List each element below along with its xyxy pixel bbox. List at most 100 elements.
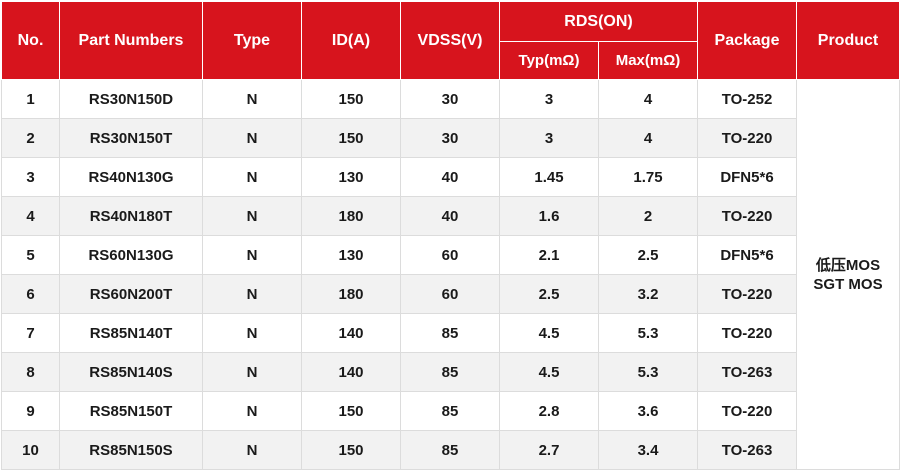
- table-row: 7 RS85N140T N 140 85 4.5 5.3 TO-220: [1, 313, 900, 353]
- cell-id: 180: [301, 274, 401, 314]
- cell-rds-max: 2.5: [598, 235, 698, 275]
- cell-package: TO-252: [697, 79, 797, 119]
- table-row: 1 RS30N150D N 150 30 3 4 TO-252 低压MOS SGT MOS: [1, 79, 900, 470]
- cell-package: TO-220: [697, 196, 797, 236]
- cell-part-number: RS40N180T: [59, 196, 203, 236]
- cell-vdss: 40: [400, 196, 500, 236]
- cell-rds-typ: 1.45: [499, 157, 599, 197]
- cell-package: DFN5*6: [697, 235, 797, 275]
- cell-rds-typ: 2.8: [499, 391, 599, 431]
- cell-id: 180: [301, 196, 401, 236]
- cell-rds-typ: 2.1: [499, 235, 599, 275]
- cell-type: N: [202, 118, 302, 158]
- cell-vdss: 85: [400, 313, 500, 353]
- header-package: Package: [697, 1, 797, 80]
- cell-rds-max: 5.3: [598, 352, 698, 392]
- cell-package: TO-220: [697, 274, 797, 314]
- cell-rds-typ: 2.7: [499, 430, 599, 470]
- cell-no: 4: [1, 196, 60, 236]
- cell-rds-typ: 3: [499, 79, 599, 119]
- cell-part-number: RS40N130G: [59, 157, 203, 197]
- cell-package: TO-220: [697, 118, 797, 158]
- cell-type: N: [202, 196, 302, 236]
- cell-no: 1: [1, 79, 60, 119]
- cell-no: 6: [1, 274, 60, 314]
- header-product: Product: [796, 1, 900, 80]
- cell-part-number: RS85N150S: [59, 430, 203, 470]
- cell-no: 5: [1, 235, 60, 275]
- cell-package: TO-263: [697, 352, 797, 392]
- table-row: 9 RS85N150T N 150 85 2.8 3.6 TO-220: [1, 391, 900, 431]
- cell-type: N: [202, 235, 302, 275]
- cell-no: 10: [1, 430, 60, 470]
- header-type: Type: [202, 1, 302, 80]
- cell-rds-max: 1.75: [598, 157, 698, 197]
- cell-no: 9: [1, 391, 60, 431]
- cell-rds-max: 4: [598, 118, 698, 158]
- table-row: 5 RS60N130G N 130 60 2.1 2.5 DFN5*6: [1, 235, 900, 275]
- cell-part-number: RS85N140S: [59, 352, 203, 392]
- cell-vdss: 30: [400, 118, 500, 158]
- header-rds-max: Max(mΩ): [598, 41, 698, 80]
- cell-part-number: RS85N140T: [59, 313, 203, 353]
- cell-id: 130: [301, 157, 401, 197]
- cell-rds-typ: 1.6: [499, 196, 599, 236]
- cell-rds-typ: 3: [499, 118, 599, 158]
- cell-vdss: 60: [400, 274, 500, 314]
- table-row: 2 RS30N150T N 150 30 3 4 TO-220: [1, 118, 900, 158]
- cell-id: 140: [301, 313, 401, 353]
- cell-rds-max: 2: [598, 196, 698, 236]
- cell-vdss: 40: [400, 157, 500, 197]
- cell-no: 8: [1, 352, 60, 392]
- header-part-numbers: Part Numbers: [59, 1, 203, 80]
- table-row: 6 RS60N200T N 180 60 2.5 3.2 TO-220: [1, 274, 900, 314]
- table-row: 4 RS40N180T N 180 40 1.6 2 TO-220: [1, 196, 900, 236]
- cell-vdss: 60: [400, 235, 500, 275]
- cell-type: N: [202, 352, 302, 392]
- cell-type: N: [202, 274, 302, 314]
- cell-id: 130: [301, 235, 401, 275]
- cell-id: 150: [301, 430, 401, 470]
- header-id: ID(A): [301, 1, 401, 80]
- cell-type: N: [202, 430, 302, 470]
- cell-package: DFN5*6: [697, 157, 797, 197]
- header-rds-typ: Typ(mΩ): [499, 41, 599, 80]
- cell-type: N: [202, 391, 302, 431]
- cell-part-number: RS30N150T: [59, 118, 203, 158]
- cell-rds-max: 4: [598, 79, 698, 119]
- cell-rds-typ: 4.5: [499, 313, 599, 353]
- cell-vdss: 30: [400, 79, 500, 119]
- cell-part-number: RS60N200T: [59, 274, 203, 314]
- cell-id: 150: [301, 79, 401, 119]
- table-row: 3 RS40N130G N 130 40 1.45 1.75 DFN5*6: [1, 157, 900, 197]
- table-row: 8 RS85N140S N 140 85 4.5 5.3 TO-263: [1, 352, 900, 392]
- cell-no: 3: [1, 157, 60, 197]
- cell-rds-typ: 4.5: [499, 352, 599, 392]
- cell-no: 2: [1, 118, 60, 158]
- product-line-2: SGT MOS: [813, 275, 883, 293]
- cell-type: N: [202, 79, 302, 119]
- cell-id: 140: [301, 352, 401, 392]
- cell-no: 7: [1, 313, 60, 353]
- cell-part-number: RS60N130G: [59, 235, 203, 275]
- cell-id: 150: [301, 118, 401, 158]
- cell-rds-max: 3.4: [598, 430, 698, 470]
- cell-package: TO-263: [697, 430, 797, 470]
- cell-vdss: 85: [400, 430, 500, 470]
- header-no: No.: [1, 1, 60, 80]
- header-rds-on: RDS(ON): [499, 1, 698, 42]
- cell-rds-max: 5.3: [598, 313, 698, 353]
- cell-part-number: RS85N150T: [59, 391, 203, 431]
- cell-package: TO-220: [697, 313, 797, 353]
- cell-type: N: [202, 313, 302, 353]
- header-vdss: VDSS(V): [400, 1, 500, 80]
- cell-rds-max: 3.6: [598, 391, 698, 431]
- table-row: 10 RS85N150S N 150 85 2.7 3.4 TO-263: [1, 430, 900, 470]
- cell-rds-typ: 2.5: [499, 274, 599, 314]
- product-line-1: 低压MOS: [815, 256, 881, 274]
- cell-type: N: [202, 157, 302, 197]
- cell-id: 150: [301, 391, 401, 431]
- cell-rds-max: 3.2: [598, 274, 698, 314]
- cell-product: 低压MOS SGT MOS: [796, 79, 900, 470]
